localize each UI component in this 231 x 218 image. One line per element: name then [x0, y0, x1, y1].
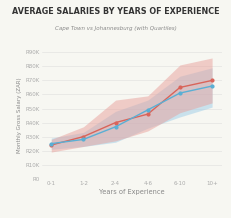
Y-axis label: Monthly Gross Salary (ZAR): Monthly Gross Salary (ZAR): [18, 78, 22, 153]
Text: AVERAGE SALARIES BY YEARS OF EXPERIENCE: AVERAGE SALARIES BY YEARS OF EXPERIENCE: [12, 7, 219, 15]
Text: Cape Town vs Johannesburg (with Quartiles): Cape Town vs Johannesburg (with Quartile…: [55, 26, 176, 31]
X-axis label: Years of Experience: Years of Experience: [99, 189, 164, 195]
